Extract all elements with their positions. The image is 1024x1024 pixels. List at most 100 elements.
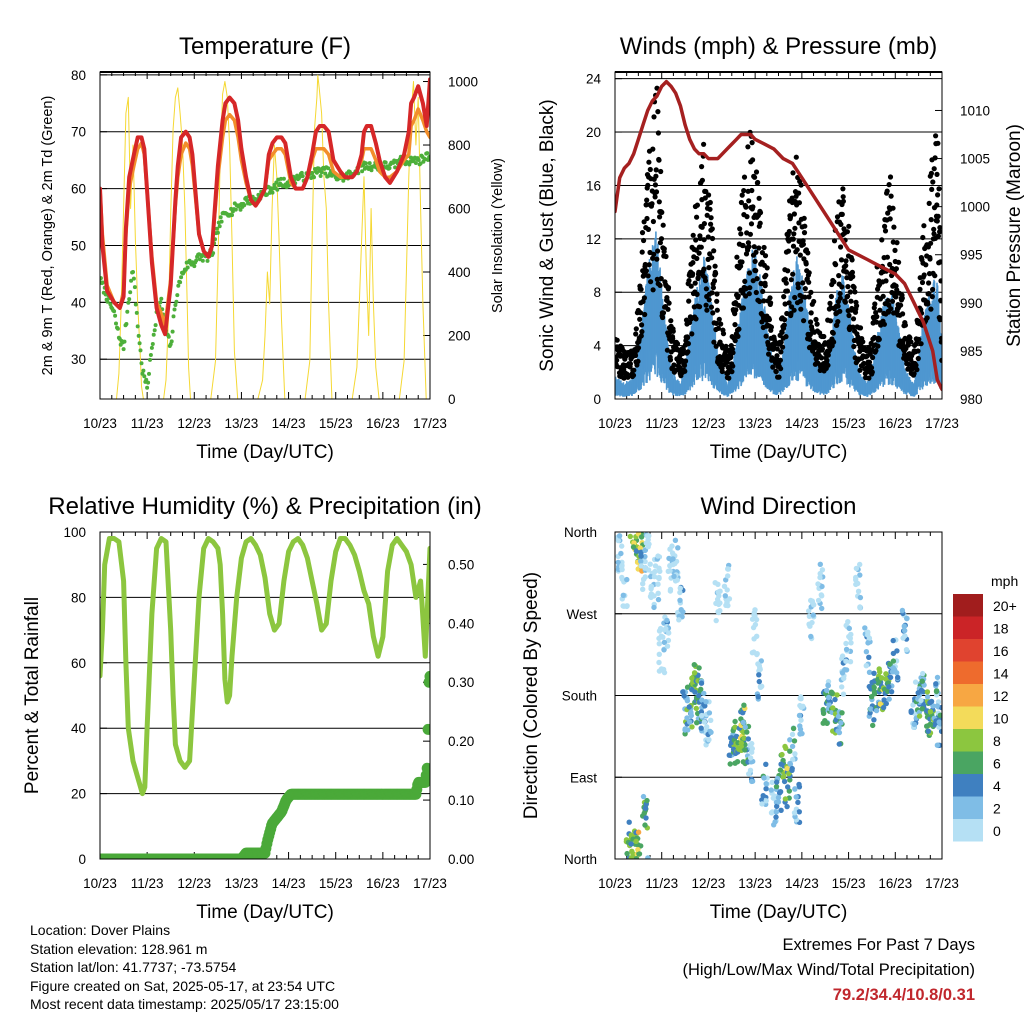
gust-point bbox=[801, 318, 807, 324]
gust-point bbox=[655, 109, 661, 115]
direction-point bbox=[862, 625, 868, 631]
direction-point bbox=[839, 653, 846, 659]
extremes-subtitle: (High/Low/Max Wind/Total Precipitation) bbox=[682, 961, 975, 979]
gust-point bbox=[706, 265, 712, 271]
direction-point bbox=[910, 702, 916, 708]
y2-tick-label: 980 bbox=[960, 392, 983, 407]
direction-point bbox=[778, 761, 784, 767]
direction-point bbox=[756, 672, 762, 678]
direction-point bbox=[920, 689, 926, 695]
gust-point bbox=[671, 362, 677, 368]
direction-point bbox=[734, 759, 741, 765]
gust-point bbox=[703, 188, 709, 195]
gust-point bbox=[926, 200, 932, 206]
gust-point bbox=[925, 301, 931, 307]
direction-point bbox=[787, 760, 793, 767]
colorbar-swatch bbox=[953, 796, 983, 819]
gust-point bbox=[633, 326, 639, 332]
gust-point bbox=[660, 310, 667, 316]
gust-point bbox=[694, 291, 700, 297]
colorbar-label: 20+ bbox=[993, 598, 1017, 614]
direction-point bbox=[706, 710, 713, 716]
gust-point bbox=[938, 297, 942, 303]
gust-point bbox=[891, 224, 897, 230]
gust-point bbox=[786, 300, 792, 306]
direction-point bbox=[633, 856, 640, 859]
dewpoint-point bbox=[275, 187, 280, 192]
direction-point bbox=[785, 784, 791, 790]
gust-point bbox=[896, 259, 902, 265]
gust-point bbox=[937, 225, 942, 231]
direction-point bbox=[648, 583, 655, 590]
gust-point bbox=[703, 286, 710, 292]
direction-point bbox=[886, 696, 892, 702]
gust-point bbox=[735, 333, 741, 339]
direction-point bbox=[671, 573, 677, 579]
gust-point bbox=[690, 260, 696, 266]
direction-point bbox=[857, 604, 863, 610]
gust-point bbox=[802, 223, 808, 229]
x-tick-label: 16/23 bbox=[366, 876, 400, 891]
direction-point bbox=[839, 710, 845, 716]
direction-point bbox=[640, 586, 646, 592]
gust-point bbox=[831, 279, 837, 285]
gust-point bbox=[680, 347, 687, 353]
direction-point bbox=[832, 696, 838, 703]
gust-point bbox=[882, 223, 888, 229]
direction-point bbox=[703, 699, 709, 705]
x-tick-label: 15/23 bbox=[319, 876, 353, 891]
dewpoint-point bbox=[174, 299, 179, 304]
direction-point bbox=[664, 643, 671, 649]
direction-point bbox=[877, 669, 883, 675]
gust-point bbox=[639, 329, 645, 335]
gust-point bbox=[781, 322, 787, 328]
direction-point bbox=[701, 719, 708, 725]
gust-point bbox=[790, 271, 796, 277]
direction-point bbox=[696, 692, 702, 699]
gust-point bbox=[814, 321, 820, 327]
gust-point bbox=[914, 367, 920, 373]
direction-point bbox=[904, 615, 910, 622]
gust-point bbox=[706, 192, 712, 198]
direction-point bbox=[789, 765, 795, 772]
direction-point bbox=[868, 706, 874, 712]
gust-point bbox=[780, 344, 786, 350]
direction-point bbox=[642, 547, 648, 554]
gust-point bbox=[937, 229, 942, 235]
direction-point bbox=[918, 697, 924, 704]
gust-point bbox=[839, 284, 845, 290]
y2-tick-label: 0.00 bbox=[448, 852, 474, 867]
direction-point bbox=[937, 712, 942, 718]
direction-point bbox=[655, 553, 661, 559]
gust-point bbox=[846, 223, 852, 229]
dewpoint-point bbox=[145, 385, 150, 390]
x-tick-label: 17/23 bbox=[413, 416, 447, 431]
gust-point bbox=[857, 325, 864, 331]
dewpoint-point bbox=[166, 334, 171, 339]
direction-point bbox=[865, 640, 871, 646]
y-tick-label: 8 bbox=[593, 285, 601, 300]
direction-point bbox=[787, 748, 793, 754]
dewpoint-point bbox=[131, 276, 136, 281]
gust-point bbox=[632, 352, 639, 359]
gust-point bbox=[665, 306, 671, 312]
gust-point bbox=[932, 155, 938, 161]
gust-point bbox=[890, 205, 896, 211]
gust-point bbox=[885, 298, 891, 304]
gust-point bbox=[714, 307, 720, 313]
dewpoint-point bbox=[367, 161, 372, 166]
gust-point bbox=[772, 341, 778, 347]
gust-point bbox=[876, 336, 882, 342]
direction-point bbox=[699, 697, 705, 703]
x-tick-label: 10/23 bbox=[83, 876, 117, 891]
gust-point bbox=[887, 216, 893, 222]
direction-point bbox=[642, 822, 648, 828]
direction-point bbox=[672, 537, 679, 543]
precip-point bbox=[422, 723, 430, 735]
direction-point bbox=[774, 803, 780, 809]
direction-point bbox=[778, 807, 784, 813]
direction-point bbox=[701, 690, 707, 697]
gust-point bbox=[707, 199, 713, 206]
y-tick-label: West bbox=[566, 607, 597, 622]
gust-point bbox=[637, 316, 643, 322]
